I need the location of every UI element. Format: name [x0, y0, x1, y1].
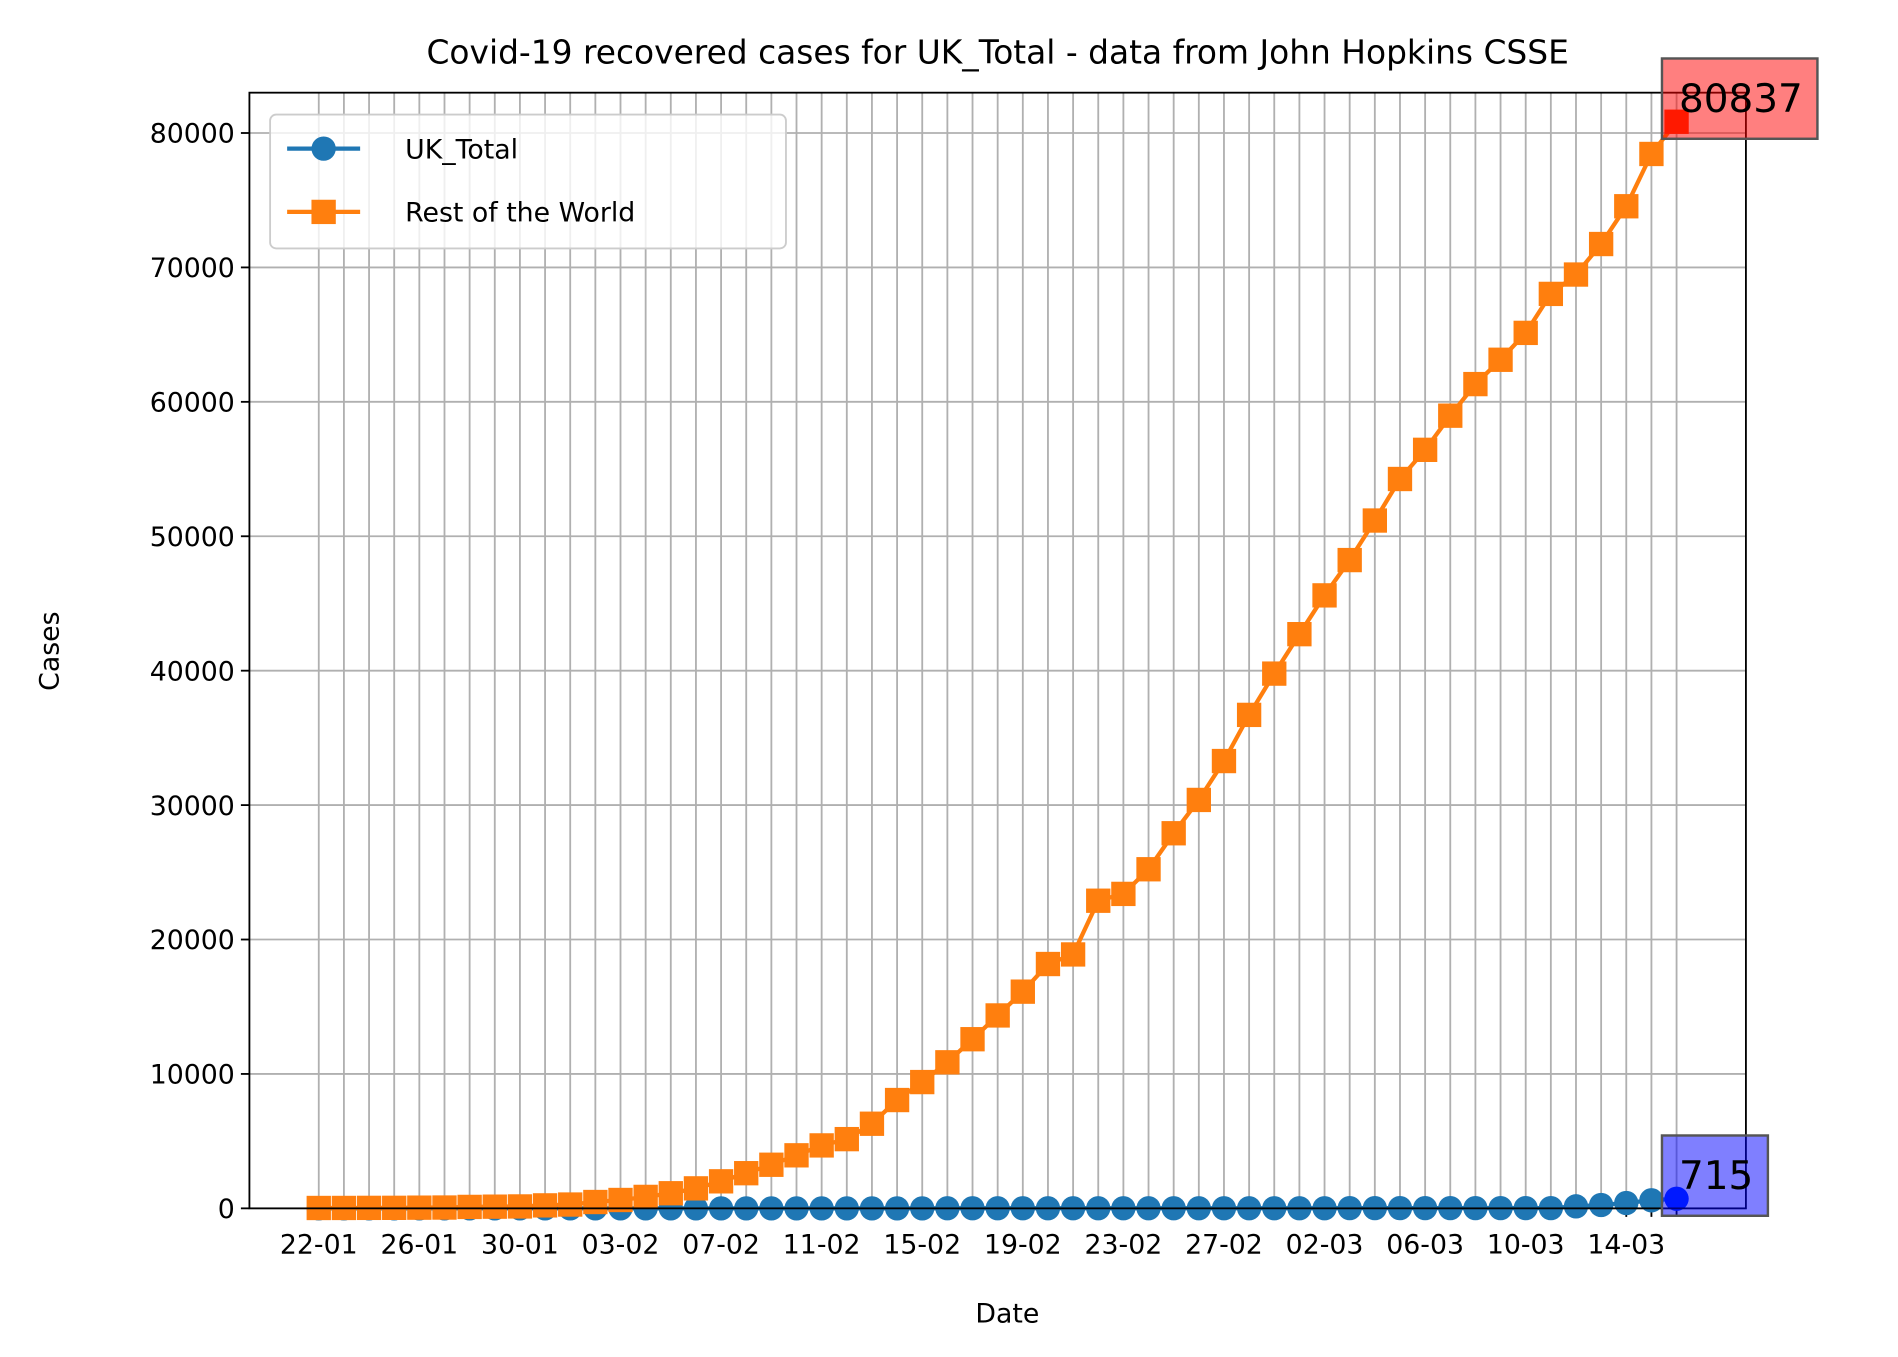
x-tick-label: 10-03 [1487, 1229, 1565, 1260]
marker [1588, 1192, 1614, 1218]
marker [457, 1194, 482, 1220]
annotation-box [1660, 57, 1819, 140]
x-tick-label: 11-02 [783, 1229, 861, 1260]
marker [1337, 547, 1362, 573]
marker [1086, 888, 1111, 913]
marker [1412, 437, 1438, 462]
marker [1614, 194, 1639, 219]
marker [1312, 583, 1337, 608]
x-tick-label: 03-02 [582, 1229, 660, 1260]
annotations: 715 80837 [1660, 57, 1819, 1217]
marker [658, 1181, 683, 1206]
marker [1035, 951, 1061, 977]
x-tick-label: 19-02 [984, 1229, 1062, 1260]
marker [1563, 262, 1589, 287]
marker [1463, 371, 1488, 397]
grid: 0 10000 20000 30000 40000 50000 60000 70000 8000… [150, 92, 1746, 1260]
marker [784, 1143, 809, 1168]
x-tick-label: 06-03 [1386, 1229, 1464, 1260]
x-tick-label: 27-02 [1185, 1229, 1263, 1260]
x-tick-label: 15-02 [883, 1229, 961, 1260]
axes-frame [248, 91, 1747, 1210]
annotation-box [1660, 1134, 1770, 1217]
y-axis-label: Cases [34, 611, 65, 690]
marker [1538, 281, 1564, 307]
marker [985, 1003, 1010, 1028]
marker [507, 1194, 533, 1219]
x-axis-label: Date [975, 1299, 1039, 1330]
x-tick-label: 14-03 [1587, 1229, 1665, 1260]
marker [1262, 661, 1287, 686]
marker [1639, 1188, 1664, 1213]
legend-label: UK_Total [405, 134, 518, 165]
marker [734, 1161, 759, 1186]
marker [884, 1087, 910, 1113]
marker [1588, 231, 1614, 257]
marker [708, 1169, 734, 1194]
y-tick-label: 40000 [150, 656, 235, 687]
y-tick-label: 20000 [150, 925, 235, 956]
x-tick-label: 22-01 [280, 1229, 358, 1260]
marker [910, 1069, 935, 1095]
marker [1563, 1194, 1589, 1219]
legend-label: Rest of the World [405, 198, 635, 229]
marker [1060, 942, 1086, 967]
chart-title: Covid-19 recovered cases for UK_Total - … [426, 33, 1568, 71]
marker [311, 199, 336, 225]
x-tick-label: 23-02 [1085, 1229, 1163, 1260]
marker [1136, 857, 1161, 882]
marker [1186, 787, 1211, 813]
marker [935, 1050, 960, 1075]
marker [482, 1194, 507, 1219]
marker [1513, 320, 1538, 346]
marker [583, 1189, 608, 1215]
marker [1387, 466, 1413, 492]
x-tick-label: 02-03 [1286, 1229, 1364, 1260]
marker [633, 1184, 658, 1210]
annotation-label: 80837 [1679, 77, 1803, 122]
annotation-label: 715 [1679, 1154, 1753, 1199]
marker [558, 1192, 583, 1217]
marker [1438, 403, 1463, 428]
marker [1111, 881, 1136, 907]
marker [1211, 748, 1237, 774]
y-tick-label: 50000 [150, 522, 235, 553]
y-tick-label: 30000 [150, 791, 235, 822]
legend-box [269, 113, 787, 250]
marker [532, 1193, 558, 1218]
marker [1010, 979, 1035, 1004]
y-tick-label: 0 [218, 1194, 235, 1225]
y-tick-label: 70000 [150, 253, 235, 284]
marker [1236, 702, 1262, 728]
marker [683, 1176, 709, 1201]
y-tick-label: 60000 [150, 388, 235, 419]
marker [1488, 347, 1513, 372]
marker [759, 1152, 784, 1177]
y-tick-label: 80000 [150, 119, 235, 150]
marker [834, 1126, 859, 1152]
y-tick-label: 10000 [150, 1060, 235, 1091]
marker [1614, 1190, 1639, 1216]
x-tick-label: 26-01 [380, 1229, 458, 1260]
legend: UK_Total Rest of the World [269, 113, 787, 250]
marker [311, 136, 336, 161]
marker [960, 1027, 985, 1052]
marker [859, 1111, 885, 1136]
marker [1362, 508, 1387, 533]
marker [1161, 821, 1186, 846]
marker [1287, 622, 1312, 647]
x-tick-label: 07-02 [682, 1229, 760, 1260]
marker [809, 1133, 834, 1158]
x-tick-label: 30-01 [481, 1229, 559, 1260]
marker [1639, 141, 1664, 167]
